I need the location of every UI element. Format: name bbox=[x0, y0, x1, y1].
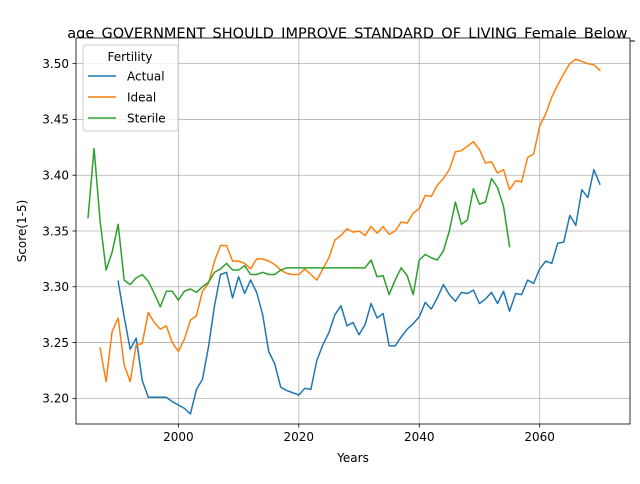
y-tick-label: 3.20 bbox=[42, 392, 69, 406]
legend-box bbox=[82, 44, 179, 132]
legend-label-sterile: Sterile bbox=[127, 111, 166, 125]
y-tick-label: 3.40 bbox=[42, 169, 69, 183]
y-axis-label: Score(1-5) bbox=[15, 200, 29, 263]
x-axis-label: Years bbox=[336, 451, 369, 465]
y-tick-label: 3.45 bbox=[42, 113, 69, 127]
legend-label-actual: Actual bbox=[127, 69, 165, 83]
y-tick-label: 3.30 bbox=[42, 280, 69, 294]
series-line-ideal bbox=[99, 58, 601, 383]
legend-items: Actual Ideal Sterile bbox=[88, 69, 166, 125]
x-tick-label: 2020 bbox=[284, 430, 315, 444]
gridlines bbox=[76, 38, 630, 424]
legend: Fertility Actual Ideal Sterile bbox=[82, 44, 179, 132]
x-axis: 2000 2020 2040 2060 bbox=[163, 424, 555, 444]
y-tick-label: 3.50 bbox=[42, 57, 69, 71]
y-tick-label: 3.35 bbox=[42, 224, 69, 238]
legend-label-ideal: Ideal bbox=[127, 90, 156, 104]
y-axis: 3.20 3.25 3.30 3.35 3.40 3.45 3.50 bbox=[42, 57, 76, 406]
x-tick-label: 2040 bbox=[404, 430, 435, 444]
series-line-actual bbox=[117, 168, 601, 415]
x-tick-label: 2000 bbox=[163, 430, 194, 444]
y-tick-label: 3.25 bbox=[42, 336, 69, 350]
x-tick-label: 2060 bbox=[524, 430, 555, 444]
legend-title: Fertility bbox=[107, 50, 152, 64]
series-line-sterile bbox=[87, 147, 511, 308]
series-lines bbox=[87, 58, 601, 415]
